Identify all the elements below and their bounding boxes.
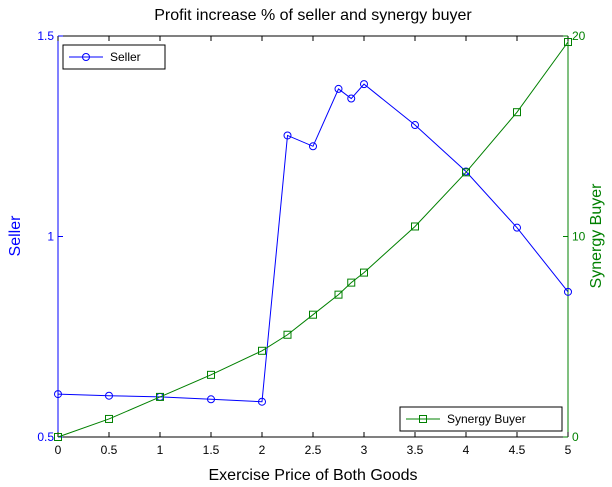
data-point-synergy-buyer — [207, 370, 215, 379]
data-point-seller — [411, 121, 419, 130]
data-point-seller — [105, 391, 113, 400]
data-point-seller — [54, 390, 62, 399]
data-point-synergy-buyer — [564, 38, 572, 47]
legends: Seller Synergy Buyer — [62, 44, 563, 432]
plot-area — [58, 36, 568, 437]
data-point-synergy-buyer — [347, 278, 356, 287]
data-point-seller — [513, 223, 521, 232]
y-right-axis-title: Synergy Buyer — [588, 183, 605, 289]
legend-box — [62, 44, 166, 70]
legend-synergy-buyer: Synergy Buyer — [399, 406, 563, 432]
data-point-seller — [360, 80, 368, 89]
y-left-axis-title: Seller — [7, 215, 24, 257]
series-layer — [54, 38, 572, 441]
data-point-synergy-buyer — [334, 290, 343, 299]
y-right-tick-label: 0 — [572, 430, 579, 444]
x-tick-label: 1 — [157, 443, 164, 457]
data-point-seller — [207, 395, 215, 404]
legend-marker — [82, 53, 90, 61]
data-point-synergy-buyer — [283, 330, 292, 339]
y-right-tick-label: 10 — [572, 230, 586, 244]
legend-label-synergy-buyer: Synergy Buyer — [447, 412, 526, 426]
chart-title: Profit increase % of seller and synergy … — [154, 7, 472, 24]
data-point-synergy-buyer — [360, 268, 368, 277]
x-tick-label: 3.5 — [407, 443, 424, 457]
x-tick-label: 4.5 — [509, 443, 526, 457]
data-point-seller — [334, 84, 343, 93]
data-point-synergy-buyer — [462, 168, 470, 177]
data-point-synergy-buyer — [258, 346, 266, 355]
legend-label-seller: Seller — [110, 50, 141, 64]
data-point-synergy-buyer — [411, 222, 419, 231]
y-left-tick-label: 0.5 — [37, 430, 54, 444]
data-point-synergy-buyer — [513, 108, 521, 117]
data-point-seller — [283, 131, 292, 140]
data-point-synergy-buyer — [54, 433, 62, 441]
legend-marker — [419, 415, 427, 423]
x-tick-label: 3 — [361, 443, 368, 457]
x-tick-label: 0 — [55, 443, 62, 457]
series-line-synergy-buyer — [57, 41, 569, 438]
x-tick-label: 2 — [259, 443, 266, 457]
y-right-tick-label: 20 — [572, 29, 586, 43]
data-point-seller — [564, 287, 572, 296]
y-left-tick-label: 1 — [47, 230, 54, 244]
x-tick-label: 4 — [463, 443, 470, 457]
data-point-synergy-buyer — [105, 414, 113, 423]
x-tick-label: 0.5 — [101, 443, 118, 457]
data-point-seller — [309, 142, 317, 151]
x-tick-label: 2.5 — [305, 443, 322, 457]
series-line-seller — [57, 83, 569, 403]
y-left-tick-label: 1.5 — [37, 29, 54, 43]
data-point-seller — [347, 94, 356, 103]
x-tick-label: 5 — [565, 443, 572, 457]
x-tick-label: 1.5 — [203, 443, 220, 457]
x-axis-title: Exercise Price of Both Goods — [209, 467, 418, 484]
data-point-synergy-buyer — [309, 310, 317, 319]
data-point-seller — [258, 397, 266, 406]
data-point-synergy-buyer — [156, 392, 164, 401]
legend-seller: Seller — [62, 44, 166, 70]
